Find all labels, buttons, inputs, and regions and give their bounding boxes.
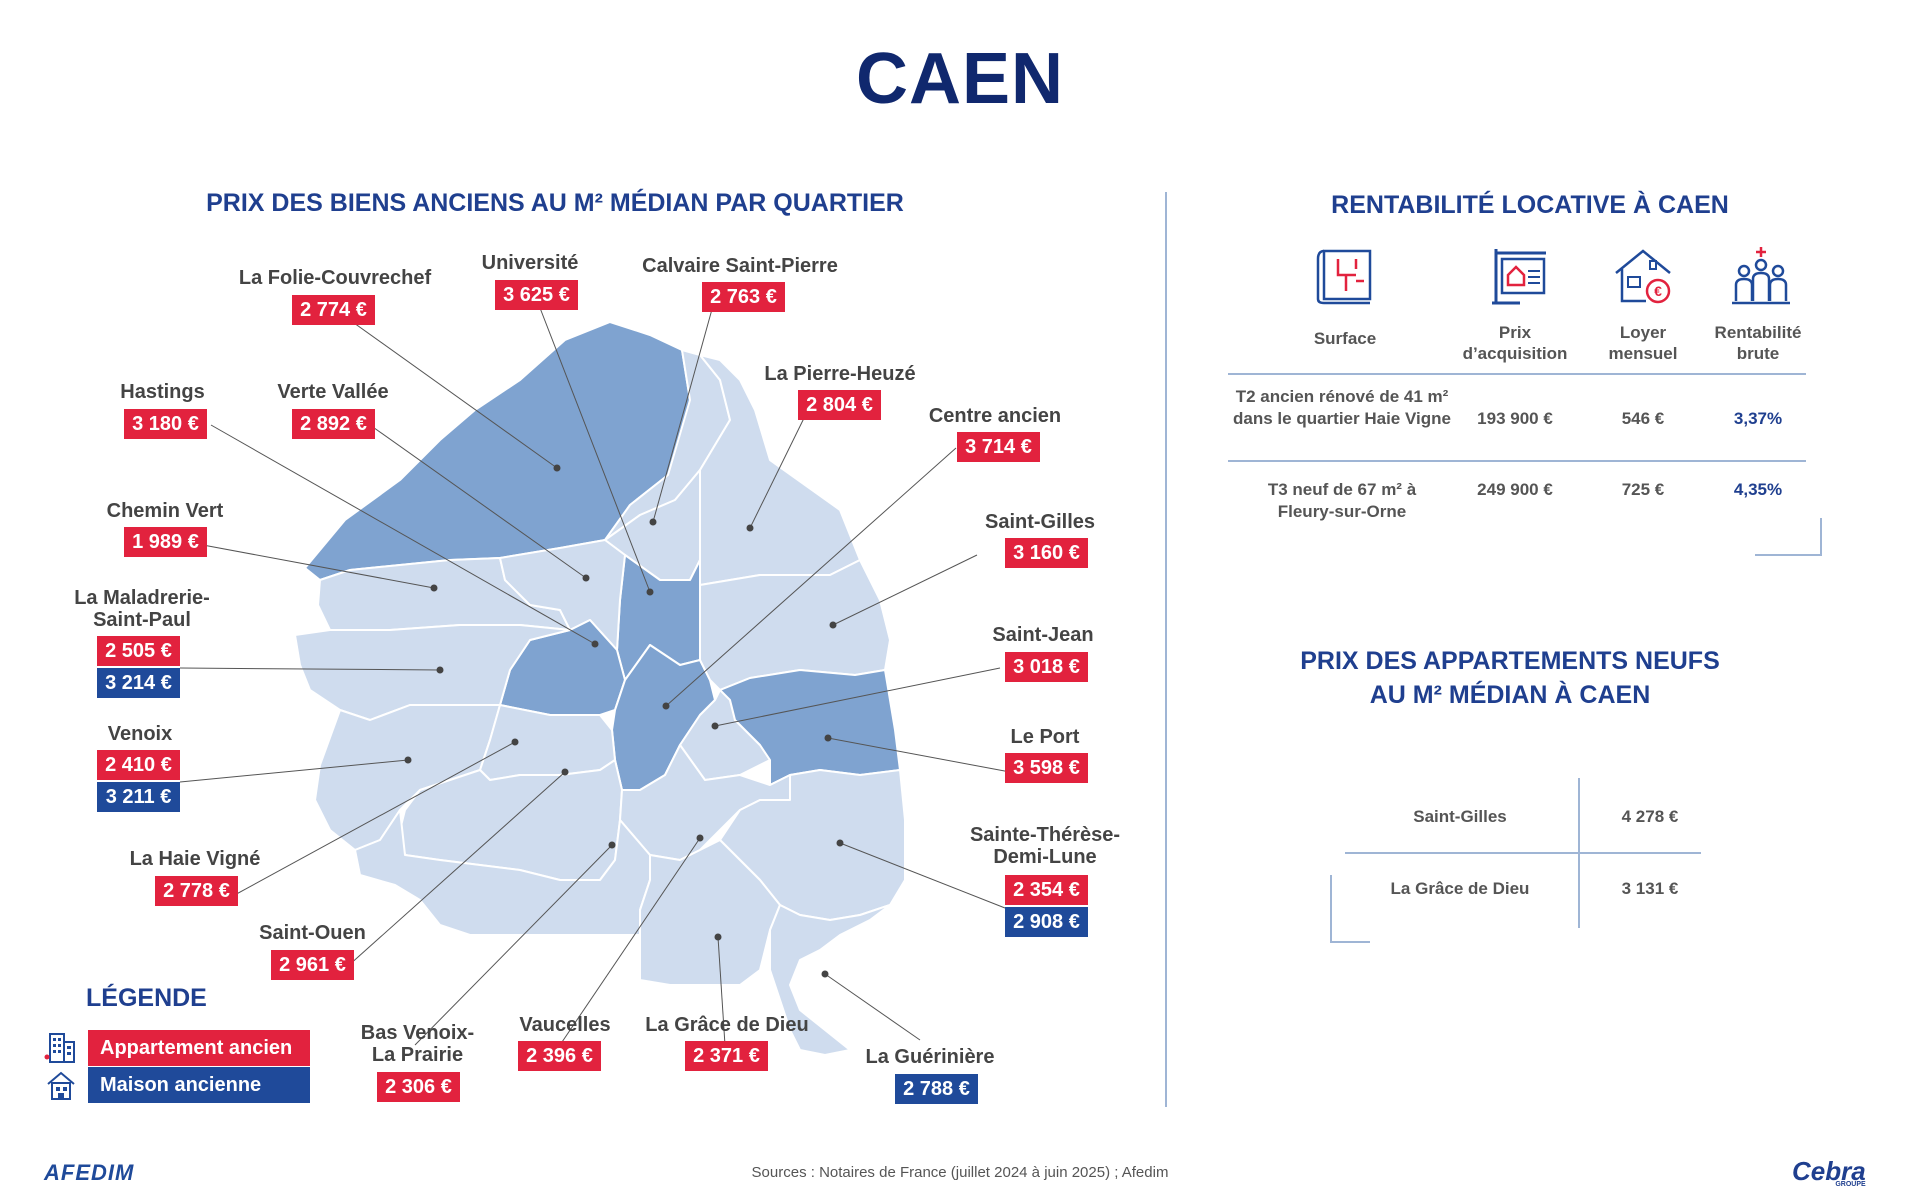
apartment-price-chemin-vert: 1 989 €: [124, 527, 207, 557]
legend-house: Maison ancienne: [88, 1067, 310, 1103]
district-label-saint-gilles: Saint-Gilles: [984, 511, 1096, 533]
new-prices-row-1-district: Saint-Gilles: [1413, 807, 1507, 826]
district-label-verte-vallee: Verte Vallée: [277, 381, 389, 403]
district-label-folie-couvrechef: La Folie-Couvrechef: [238, 267, 432, 289]
district-label-hastings: Hastings: [120, 381, 205, 403]
rental-header-yield: Rentabilité brute: [1714, 323, 1802, 363]
district-label-grace-de-dieu: La Grâce de Dieu: [645, 1014, 809, 1036]
district-label-centre-ancien: Centre ancien: [928, 405, 1062, 427]
rental-row-1-surface: T2 ancien rénové de 41 m² dans le quarti…: [1233, 387, 1451, 428]
rental-row-2-yield: 4,35%: [1733, 480, 1783, 499]
district-label-venoix: Venoix: [107, 723, 173, 745]
rental-row-2-rent: 725 €: [1621, 480, 1665, 499]
apartment-price-vaucelles: 2 396 €: [518, 1041, 601, 1071]
new-prices-row-2-district: La Grâce de Dieu: [1390, 879, 1530, 898]
rental-header-surface: Surface: [1313, 329, 1377, 348]
rental-header-price: Prix d’acquisition: [1462, 323, 1568, 363]
apartment-price-centre-ancien: 3 714 €: [957, 432, 1040, 462]
district-shape-maladrerie: [294, 624, 571, 721]
house-price-gueriniere: 2 788 €: [895, 1074, 978, 1104]
people-chart-icon: [1732, 247, 1790, 305]
apartment-price-bas-venoix: 2 306 €: [377, 1072, 460, 1102]
real-estate-sign-icon: [1492, 249, 1546, 305]
rental-corner-vertical: [1820, 518, 1822, 556]
new-prices-row-1-price: 4 278 €: [1621, 807, 1679, 826]
rental-row-2-price: 249 900 €: [1477, 480, 1553, 499]
caen-district-map: [179, 294, 1011, 1056]
apartment-price-folie-couvrechef: 2 774 €: [292, 295, 375, 325]
new-prices-title-line1: PRIX DES APPARTEMENTS NEUFS: [1300, 647, 1720, 675]
cebra-logo-text: Cebra: [1792, 1156, 1866, 1186]
rental-section-title: RENTABILITÉ LOCATIVE À CAEN: [1331, 191, 1729, 219]
district-label-haie-vigne: La Haie Vigné: [129, 848, 261, 870]
rental-header-rent: Loyer mensuel: [1608, 323, 1678, 363]
sources-note: Sources : Notaires de France (juillet 20…: [751, 1164, 1169, 1181]
district-label-le-port: Le Port: [1010, 726, 1080, 748]
rental-row-1-price: 193 900 €: [1477, 409, 1553, 428]
district-label-saint-ouen: Saint-Ouen: [259, 922, 366, 944]
apartment-price-saint-jean: 3 018 €: [1005, 652, 1088, 682]
new-prices-row-2-price: 3 131 €: [1621, 879, 1679, 898]
page-title: CAEN: [855, 39, 1064, 119]
rental-row-2-surface: T3 neuf de 67 m² à Fleury-sur-Orne: [1267, 480, 1417, 521]
rental-header-rule: [1228, 373, 1806, 375]
rental-row-rule: [1228, 460, 1806, 462]
house-price-venoix: 3 211 €: [97, 782, 180, 812]
house-price-sainte-therese: 2 908 €: [1005, 907, 1088, 937]
apartment-price-le-port: 3 598 €: [1005, 753, 1088, 783]
apartment-price-universite: 3 625 €: [495, 280, 578, 310]
afedim-logo: AFEDIM: [44, 1160, 135, 1185]
house-euro-icon: €: [1615, 249, 1671, 304]
apartment-price-haie-vigne: 2 778 €: [155, 876, 238, 906]
house-icon: [47, 1071, 75, 1100]
rental-row-1-rent: 546 €: [1621, 409, 1665, 428]
apartment-price-venoix: 2 410 €: [97, 750, 180, 780]
cebra-logo: Cebra GROUPE: [1792, 1156, 1866, 1188]
house-price-maladrerie: 3 214 €: [97, 668, 180, 698]
svg-text:€: €: [1654, 283, 1662, 299]
district-label-universite: Université: [481, 252, 579, 274]
legend-title: LÉGENDE: [86, 984, 207, 1012]
column-divider: [1165, 192, 1167, 1107]
district-label-chemin-vert: Chemin Vert: [106, 500, 224, 522]
apartment-price-calvaire: 2 763 €: [702, 282, 785, 312]
apartment-price-saint-ouen: 2 961 €: [271, 950, 354, 980]
new-prices-horizontal-rule: [1345, 852, 1701, 854]
district-label-bas-venoix: Bas Venoix-La Prairie: [360, 1022, 475, 1066]
district-label-sainte-therese: Sainte-Thérèse-Demi-Lune: [969, 824, 1121, 868]
floor-plan-icon: [1316, 249, 1372, 305]
new-prices-corner-vertical: [1330, 875, 1332, 943]
district-shape-gueriniere: [769, 904, 891, 1056]
new-prices-corner-horizontal: [1330, 941, 1370, 943]
apartment-price-pierre-heuze: 2 804 €: [798, 390, 881, 420]
apartment-price-maladrerie: 2 505 €: [97, 636, 180, 666]
legend-apartment: Appartement ancien: [88, 1030, 310, 1066]
map-section-title: PRIX DES BIENS ANCIENS AU M² MÉDIAN PAR …: [206, 189, 904, 217]
apartment-price-saint-gilles: 3 160 €: [1005, 538, 1088, 568]
cebra-logo-sub: GROUPE: [1835, 1181, 1866, 1188]
apartment-price-sainte-therese: 2 354 €: [1005, 875, 1088, 905]
apartment-price-hastings: 3 180 €: [124, 409, 207, 439]
rental-row-1-yield: 3,37%: [1733, 409, 1783, 428]
district-label-vaucelles: Vaucelles: [519, 1014, 611, 1036]
district-label-maladrerie: La Maladrerie-Saint-Paul: [74, 587, 210, 631]
district-label-pierre-heuze: La Pierre-Heuzé: [764, 363, 916, 385]
rental-corner-horizontal: [1755, 554, 1822, 556]
district-label-calvaire: Calvaire Saint-Pierre: [642, 255, 838, 277]
apartment-price-grace-de-dieu: 2 371 €: [685, 1041, 768, 1071]
apartment-price-verte-vallee: 2 892 €: [292, 409, 375, 439]
apartment-building-icon: [44, 1033, 75, 1063]
district-label-saint-jean: Saint-Jean: [992, 624, 1094, 646]
new-prices-title-line2: AU M² MÉDIAN À CAEN: [1369, 681, 1651, 709]
district-shape-haie-vigne: [479, 704, 616, 781]
district-label-gueriniere: La Guérinière: [865, 1046, 995, 1068]
